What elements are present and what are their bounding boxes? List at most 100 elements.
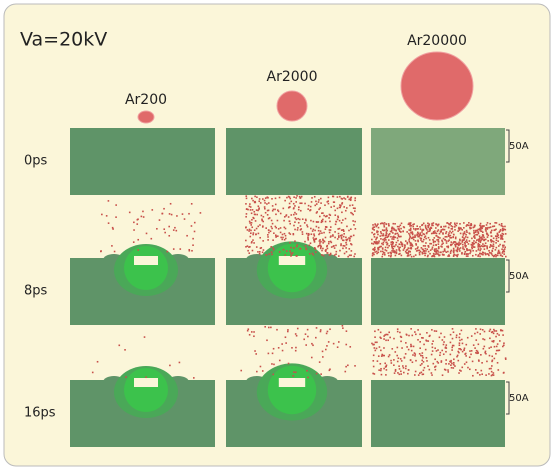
sputtered-atom: [495, 336, 497, 338]
sputtered-atom: [496, 239, 498, 241]
sputtered-atom: [256, 228, 258, 230]
sputtered-atom: [499, 224, 501, 226]
sputtered-atom: [463, 349, 465, 351]
sputtered-atom: [380, 370, 382, 372]
sputtered-atom: [334, 231, 336, 233]
sputtered-atom: [389, 337, 391, 339]
sputtered-atom: [489, 347, 491, 349]
sputtered-atom: [184, 218, 186, 220]
sputtered-atom: [397, 233, 399, 235]
sputtered-atom: [384, 363, 386, 365]
sputtered-atom: [439, 352, 441, 354]
sputtered-atom: [251, 241, 253, 243]
sputtered-atom: [278, 347, 280, 349]
sputtered-atom: [265, 227, 267, 229]
sputtered-atom: [414, 235, 416, 237]
sputtered-atom: [289, 198, 291, 200]
sputtered-atom: [319, 207, 321, 209]
sputtered-atom: [434, 366, 436, 368]
sputtered-atom: [270, 327, 272, 329]
sputtered-atom: [445, 359, 447, 361]
sputtered-atom: [114, 251, 116, 253]
sputtered-atom: [457, 247, 459, 249]
sputtered-atom: [304, 203, 306, 205]
sputtered-atom: [285, 342, 287, 344]
sputtered-atom: [423, 252, 425, 254]
sputtered-atom: [413, 239, 415, 241]
sputtered-atom: [492, 248, 494, 250]
sputtered-atom: [247, 250, 249, 252]
sputtered-atom: [115, 204, 117, 206]
sputtered-atom: [391, 227, 393, 229]
sputtered-atom: [326, 215, 328, 217]
sputtered-atom: [106, 215, 108, 217]
sputtered-atom: [314, 205, 316, 207]
sputtered-atom: [252, 234, 254, 236]
sputtered-atom: [297, 218, 299, 220]
sputtered-atom: [442, 243, 444, 245]
sputtered-atom: [445, 363, 447, 365]
sputtered-atom: [465, 234, 467, 236]
sputtered-atom: [393, 238, 395, 240]
column-label: Ar20000: [407, 33, 467, 49]
sputtered-atom: [251, 219, 253, 221]
sputtered-atom: [293, 247, 295, 249]
sputtered-atom: [482, 338, 484, 340]
sputtered-atom: [422, 253, 424, 255]
sputtered-atom: [394, 351, 396, 353]
sputtered-atom: [381, 374, 383, 376]
sputtered-atom: [351, 250, 353, 252]
sputtered-atom: [410, 232, 412, 234]
sputtered-atom: [349, 346, 351, 348]
sputtered-atom: [299, 197, 301, 199]
sputtered-atom: [256, 209, 258, 211]
sputtered-atom: [293, 196, 295, 198]
sputtered-atom: [388, 356, 390, 358]
sputtered-atom: [466, 231, 468, 233]
sputtered-atom: [482, 231, 484, 233]
sputtered-atom: [290, 201, 292, 203]
sputtered-atom: [383, 226, 385, 228]
sputtered-atom: [470, 249, 472, 251]
sputtered-atom: [443, 226, 445, 228]
sputtered-atom: [328, 243, 330, 245]
sputtered-atom: [335, 245, 337, 247]
sputtered-atom: [319, 233, 321, 235]
sputtered-atom: [462, 236, 464, 238]
sputtered-atom: [323, 215, 325, 217]
sputtered-atom: [415, 236, 417, 238]
sputtered-atom: [299, 219, 301, 221]
sputtered-atom: [441, 361, 443, 363]
sputtered-atom: [280, 227, 282, 229]
sputtered-atom: [504, 248, 506, 250]
sputtered-atom: [163, 208, 165, 210]
sputtered-atom: [477, 255, 479, 257]
sputtered-atom: [490, 368, 492, 370]
sputtered-atom: [422, 224, 424, 226]
sputtered-atom: [342, 327, 344, 329]
sputtered-atom: [284, 239, 286, 241]
sputtered-atom: [322, 221, 324, 223]
sputtered-atom: [345, 247, 347, 249]
sputtered-atom: [397, 331, 399, 333]
sputtered-atom: [273, 348, 275, 350]
sputtered-atom: [486, 224, 488, 226]
sputtered-atom: [377, 249, 379, 251]
sputtered-atom: [386, 227, 388, 229]
sputtered-atom: [431, 248, 433, 250]
sputtered-atom: [383, 338, 385, 340]
sputtered-atom: [350, 254, 352, 256]
sputtered-atom: [256, 196, 258, 198]
sputtered-atom: [295, 350, 297, 352]
sputtered-atom: [300, 225, 302, 227]
sputtered-atom: [310, 220, 312, 222]
sputtered-atom: [333, 245, 335, 247]
sputtered-atom: [330, 241, 332, 243]
sputtered-atom: [407, 373, 409, 375]
sputtered-atom: [396, 355, 398, 357]
sputtered-atom: [425, 238, 427, 240]
sputtered-atom: [345, 218, 347, 220]
sputtered-atom: [258, 205, 260, 207]
sputtered-atom: [336, 251, 338, 253]
sputtered-atom: [497, 362, 499, 364]
